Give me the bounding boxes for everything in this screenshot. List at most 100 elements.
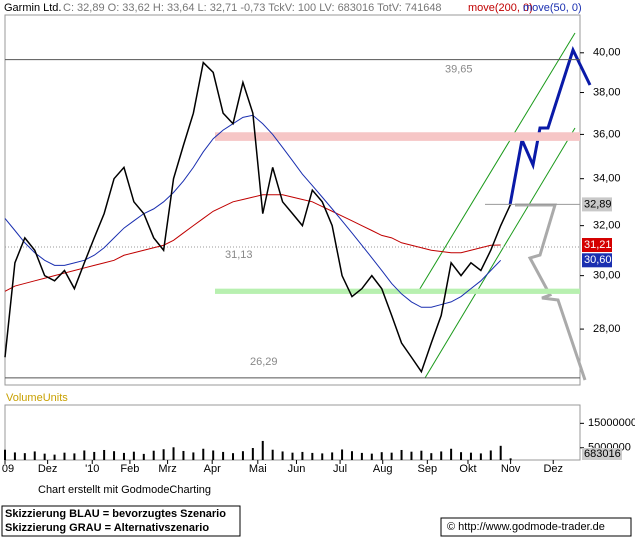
volume-bar: [152, 450, 155, 460]
volume-bar: [311, 452, 314, 460]
credit: Chart erstellt mit GodmodeCharting: [38, 484, 211, 496]
volume-bar: [350, 451, 353, 460]
volume-title: VolumeUnits: [6, 392, 68, 404]
y-tick-label: 30,00: [593, 270, 621, 282]
x-tick-label: Jun: [288, 463, 306, 475]
volume-bar: [53, 454, 56, 460]
volume-bar: [450, 448, 453, 460]
last-box: [582, 448, 622, 460]
channel-line: [417, 32, 576, 293]
level-label: 31,13: [225, 249, 253, 261]
y-tick-label: 40,00: [593, 47, 621, 59]
volume-bar: [400, 449, 403, 460]
volume-bar: [479, 453, 482, 460]
last-label: 31,21: [584, 239, 612, 251]
volume-bar: [360, 452, 363, 460]
volume-bar: [410, 451, 413, 460]
x-tick-label: Feb: [120, 463, 139, 475]
volume-bar: [241, 451, 244, 460]
volume-bar: [132, 451, 135, 460]
x-tick-label: Jul: [333, 463, 347, 475]
volume-bar: [370, 453, 373, 460]
volume-bar: [192, 452, 195, 460]
legend-entry: move(200, 0): [468, 2, 533, 14]
volume-bar: [142, 453, 145, 460]
gray-scenario: [515, 203, 587, 381]
plot-frame: [4, 14, 581, 386]
x-tick-label: Okt: [459, 463, 476, 475]
volume-bar: [281, 451, 284, 460]
last-box: [582, 238, 612, 253]
volume-bar: [251, 448, 254, 460]
zone: [215, 288, 580, 294]
channel-line: [424, 127, 576, 379]
x-tick-label: '10: [85, 463, 99, 475]
volume-bar: [4, 449, 6, 460]
blue-note: Skizzierung BLAU = bevorzugtes Szenario: [5, 508, 226, 520]
moving-average: [4, 194, 501, 292]
volume-bar: [23, 453, 26, 460]
x-tick-label: Sep: [418, 463, 438, 475]
level-label: 26,29: [250, 356, 278, 368]
volume-bar: [103, 449, 106, 460]
volume-bar: [440, 451, 443, 460]
volume-bar: [202, 448, 205, 460]
volume-bar: [43, 453, 46, 460]
volume-bar: [113, 451, 116, 460]
zone: [215, 132, 580, 141]
volume-bar: [13, 452, 16, 460]
volume-bar: [430, 453, 433, 460]
x-tick-label: 09: [2, 463, 14, 475]
x-tick-label: Mrz: [158, 463, 176, 475]
y-tick-label: 38,00: [593, 86, 621, 98]
level-label: 39,65: [445, 64, 473, 76]
volume-bar: [83, 450, 86, 460]
y-tick-label: 34,00: [593, 173, 621, 185]
x-tick-label: Dez: [38, 463, 58, 475]
y-tick-label: 32,00: [593, 220, 621, 232]
volume-bar: [162, 449, 165, 460]
volume-bar: [380, 452, 383, 460]
volume-bar: [33, 451, 36, 460]
volume-last-label: 683016: [584, 448, 621, 460]
x-tick-label: Aug: [373, 463, 393, 475]
last-box: [582, 197, 612, 212]
volume-bar: [93, 451, 96, 460]
y-tick-label: 28,00: [593, 323, 621, 335]
x-tick-label: Apr: [204, 463, 221, 475]
volume-bar: [63, 452, 66, 460]
legend-entry: move(50, 0): [523, 2, 582, 14]
volume-bar: [301, 451, 304, 460]
volume-bar: [122, 452, 125, 460]
chart-title: Garmin Ltd.: [4, 2, 61, 14]
x-tick-label: Dez: [543, 463, 563, 475]
x-tick-label: Mai: [249, 463, 267, 475]
volume-bar: [271, 449, 274, 460]
volume-bar: [291, 452, 294, 460]
url: © http://www.godmode-trader.de: [447, 521, 605, 533]
legend-box: [1, 505, 241, 537]
quote: C: 32,89 O: 33,62 H: 33,64 L: 32,71 -0,7…: [63, 2, 442, 14]
volume-bar: [341, 449, 344, 460]
legend: move(200, 0)move(50, 0): [468, 2, 582, 14]
volume-bar: [499, 445, 502, 460]
volume-bar: [222, 451, 225, 460]
volume-bar: [420, 450, 423, 460]
volume-bar: [390, 452, 393, 460]
volume-bar: [469, 452, 472, 460]
last-label: 32,89: [584, 198, 612, 210]
gray-note: Skizzierung GRAU = Alternativszenario: [5, 522, 209, 534]
volume-bar: [489, 450, 492, 460]
last-box: [582, 253, 612, 268]
y-tick-label: 36,00: [593, 128, 621, 140]
volume-bar: [182, 450, 185, 460]
volume-bar: [232, 453, 235, 460]
volume-bar: [509, 458, 512, 460]
volume-bar: [321, 453, 324, 460]
y-tick-label: 15000000: [588, 417, 635, 429]
x-tick-label: Nov: [501, 463, 521, 475]
volume-bar: [73, 453, 76, 460]
price-line: [4, 61, 512, 374]
